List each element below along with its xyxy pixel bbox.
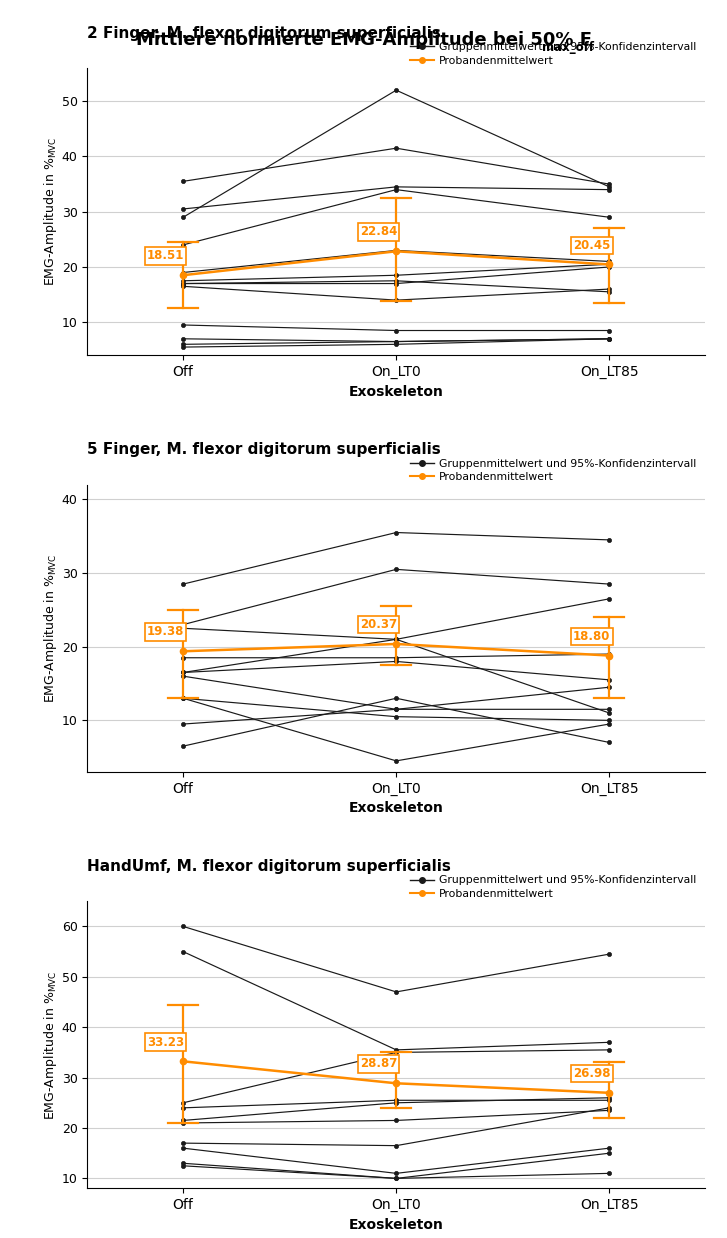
Text: 19.38: 19.38 bbox=[147, 625, 184, 639]
Text: 20.45: 20.45 bbox=[573, 239, 611, 251]
Legend: Gruppenmittelwert und 95%-Konfidenzintervall, Probandenmittelwert: Gruppenmittelwert und 95%-Konfidenzinter… bbox=[407, 456, 700, 485]
X-axis label: Exoskeleton: Exoskeleton bbox=[349, 385, 443, 399]
X-axis label: Exoskeleton: Exoskeleton bbox=[349, 1218, 443, 1232]
Text: 18.80: 18.80 bbox=[573, 630, 611, 643]
Text: 22.84: 22.84 bbox=[360, 225, 398, 239]
Y-axis label: EMG-Amplitude in %$_{\mathregular{MVC}}$: EMG-Amplitude in %$_{\mathregular{MVC}}$ bbox=[41, 137, 59, 286]
Y-axis label: EMG-Amplitude in %$_{\mathregular{MVC}}$: EMG-Amplitude in %$_{\mathregular{MVC}}$ bbox=[41, 971, 59, 1119]
Text: 33.23: 33.23 bbox=[147, 1035, 184, 1049]
Legend: Gruppenmittelwert und 95%-Konfidenzintervall, Probandenmittelwert: Gruppenmittelwert und 95%-Konfidenzinter… bbox=[407, 40, 700, 69]
Text: 28.87: 28.87 bbox=[360, 1057, 398, 1071]
Text: 18.51: 18.51 bbox=[147, 249, 184, 262]
Legend: Gruppenmittelwert und 95%-Konfidenzintervall, Probandenmittelwert: Gruppenmittelwert und 95%-Konfidenzinter… bbox=[407, 872, 700, 903]
Text: Mittlere normierte EMG-Amplitude bei 50% F: Mittlere normierte EMG-Amplitude bei 50%… bbox=[135, 31, 592, 50]
Text: max_off: max_off bbox=[542, 41, 594, 54]
Text: HandUmf, M. flexor digitorum superficialis: HandUmf, M. flexor digitorum superficial… bbox=[87, 859, 451, 874]
Text: 26.98: 26.98 bbox=[573, 1067, 611, 1080]
Text: 5 Finger, M. flexor digitorum superficialis: 5 Finger, M. flexor digitorum superficia… bbox=[87, 442, 441, 457]
Y-axis label: EMG-Amplitude in %$_{\mathregular{MVC}}$: EMG-Amplitude in %$_{\mathregular{MVC}}$ bbox=[42, 553, 59, 703]
Text: 20.37: 20.37 bbox=[360, 618, 397, 631]
Text: 2 Finger, M. flexor digitorum superficialis: 2 Finger, M. flexor digitorum superficia… bbox=[87, 26, 441, 41]
X-axis label: Exoskeleton: Exoskeleton bbox=[349, 801, 443, 815]
